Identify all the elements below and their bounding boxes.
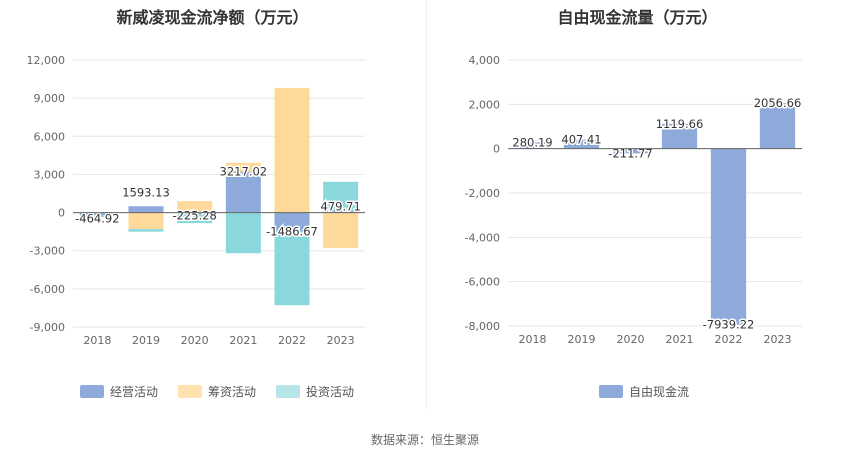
y-tick-label: 0 xyxy=(493,143,500,156)
right-chart-title: 自由现金流量（万元） xyxy=(557,8,718,27)
x-tick-label: 2020 xyxy=(181,334,209,347)
x-tick-label: 2023 xyxy=(327,334,355,347)
bar-自由现金流-2018 xyxy=(514,142,551,149)
bar-筹资活动-2019 xyxy=(128,212,164,230)
data-label: 1119.66 xyxy=(656,117,704,131)
data-label: 3217.02 xyxy=(220,165,268,179)
bar-经营活动-2023 xyxy=(323,211,359,213)
bar-经营活动-2022 xyxy=(274,212,310,232)
bar-筹资活动-2023 xyxy=(323,212,359,249)
data-label: 479.71 xyxy=(321,199,361,213)
y-tick-label: -6,000 xyxy=(465,276,500,289)
right-legend: 自由现金流 xyxy=(599,383,709,400)
y-tick-label: -9,000 xyxy=(30,321,65,334)
y-tick-label: 0 xyxy=(58,207,65,220)
legend-swatch-financing xyxy=(178,385,203,398)
legend-label-financing: 筹资活动 xyxy=(208,385,257,399)
y-tick-label: 2,000 xyxy=(469,98,501,111)
x-tick-label: 2019 xyxy=(132,334,160,347)
data-label: 2056.66 xyxy=(754,96,802,110)
bar-经营活动-2019 xyxy=(128,206,164,213)
bar-自由现金流-2021 xyxy=(661,123,698,149)
y-tick-label: -6,000 xyxy=(30,283,65,296)
x-tick-label: 2018 xyxy=(83,334,111,347)
data-label: 1593.13 xyxy=(122,185,170,199)
data-label: 407.41 xyxy=(561,133,601,147)
x-tick-label: 2018 xyxy=(519,333,547,346)
bar-投资活动-2021 xyxy=(225,212,261,254)
left-chart-title: 新威凌现金流净额（万元） xyxy=(116,8,309,27)
y-tick-label: -2,000 xyxy=(465,187,500,200)
legend-item-operating[interactable]: 经营活动 xyxy=(80,383,158,400)
bar-筹资活动-2021 xyxy=(225,162,261,172)
y-tick-label: 3,000 xyxy=(34,168,66,181)
y-tick-label: 6,000 xyxy=(34,130,66,143)
legend-swatch-investing xyxy=(276,385,301,398)
y-tick-label: 4,000 xyxy=(469,54,501,67)
y-tick-label: 12,000 xyxy=(27,54,66,67)
x-tick-label: 2021 xyxy=(666,333,694,346)
bar-投资活动-2019 xyxy=(128,229,164,232)
data-label: 280.19 xyxy=(512,135,552,149)
bar-投资活动-2023 xyxy=(323,181,359,212)
bar-投资活动-2022 xyxy=(274,231,310,306)
bar-经营活动-2018 xyxy=(79,212,115,216)
bar-筹资活动-2020 xyxy=(177,201,213,213)
y-tick-label: -4,000 xyxy=(465,231,500,244)
x-tick-label: 2019 xyxy=(568,333,596,346)
legend-label-fcf: 自由现金流 xyxy=(629,385,690,399)
legend-item-investing[interactable]: 投资活动 xyxy=(276,383,354,400)
legend-swatch-operating xyxy=(80,385,104,398)
bar-投资活动-2018 xyxy=(79,215,115,218)
bar-自由现金流-2023 xyxy=(759,103,796,149)
data-label: -1486.67 xyxy=(266,224,318,238)
bar-自由现金流-2019 xyxy=(563,139,600,149)
bar-筹资活动-2022 xyxy=(274,87,310,213)
y-tick-label: -3,000 xyxy=(30,245,65,258)
x-tick-label: 2023 xyxy=(764,333,792,346)
x-tick-label: 2021 xyxy=(229,334,257,347)
legend-item-financing[interactable]: 筹资活动 xyxy=(178,383,256,400)
left-legend: 经营活动 筹资活动 投资活动 xyxy=(80,383,374,400)
data-source-note: 数据来源：恒生聚源 xyxy=(370,433,479,447)
legend-label-investing: 投资活动 xyxy=(306,385,355,399)
panel-divider xyxy=(426,0,427,410)
x-tick-label: 2022 xyxy=(278,334,306,347)
bar-经营活动-2020 xyxy=(177,212,213,215)
y-tick-label: 9,000 xyxy=(34,92,66,105)
legend-swatch-fcf xyxy=(599,385,623,398)
x-tick-label: 2020 xyxy=(617,333,645,346)
bar-经营活动-2021 xyxy=(225,171,261,213)
data-label: -7939.22 xyxy=(703,318,755,332)
y-tick-label: -8,000 xyxy=(465,320,500,333)
bar-投资活动-2020 xyxy=(177,214,213,224)
x-tick-label: 2022 xyxy=(715,333,743,346)
legend-item-fcf[interactable]: 自由现金流 xyxy=(599,383,689,400)
data-label: -464.92 xyxy=(75,211,119,225)
legend-label-operating: 经营活动 xyxy=(110,385,159,399)
bar-自由现金流-2020 xyxy=(612,148,649,154)
data-label: -225.28 xyxy=(172,208,216,222)
bar-自由现金流-2022 xyxy=(710,148,747,325)
